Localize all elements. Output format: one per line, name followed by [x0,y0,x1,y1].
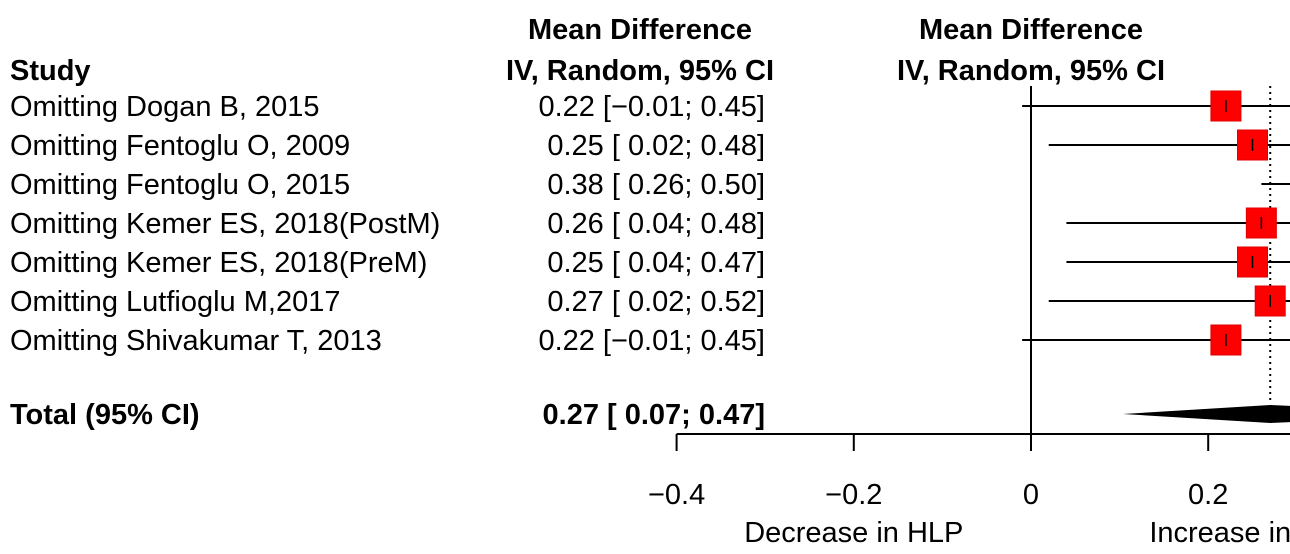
study-label: Omitting Kemer ES, 2018(PreM) [10,247,427,279]
reference-lines [1030,86,1272,434]
x-axis-left-label: Decrease in HLP [744,517,963,549]
study-column-header: Study [10,55,91,87]
study-row: Omitting Fentoglu O, 2015 0.38 [ 0.26; 0.… [10,169,1290,201]
study-row: Omitting Lutfioglu M,2017 0.27 [ 0.02; 0.… [10,285,1290,318]
total-ci-text: 0.27 [ 0.07; 0.47] [543,399,765,431]
x-axis-tick-label: −0.4 [648,479,705,511]
study-ci-text: 0.26 [ 0.04; 0.48] [547,208,765,240]
effect-column-header-line2: IV, Random, 95% CI [506,55,774,87]
study-label: Omitting Kemer ES, 2018(PostM) [10,208,440,240]
study-label: Omitting Dogan B, 2015 [10,91,320,123]
study-label: Omitting Shivakumar T, 2013 [10,325,382,357]
total-label: Total (95% CI) [10,399,200,431]
x-axis-tick-label: −0.2 [825,479,882,511]
study-ci-text: 0.22 [−0.01; 0.45] [538,91,765,123]
x-axis-tick-label: 0.2 [1188,479,1228,511]
study-row: Omitting Kemer ES, 2018(PreM) 0.25 [ 0.04… [10,246,1290,279]
study-label: Omitting Lutfioglu M,2017 [10,286,340,318]
pooled-diamond [1123,405,1290,423]
plot-column-header-line2: IV, Random, 95% CI [897,55,1165,87]
study-row: Omitting Fentoglu O, 2009 0.25 [ 0.02; 0.… [10,129,1290,162]
study-ci-text: 0.38 [ 0.26; 0.50] [547,169,765,201]
study-row: Omitting Shivakumar T, 2013 0.22 [−0.01; … [10,324,1290,357]
study-ci-text: 0.22 [−0.01; 0.45] [538,325,765,357]
study-rows: Omitting Dogan B, 2015 0.22 [−0.01; 0.45]… [10,90,1290,357]
study-ci-text: 0.25 [ 0.04; 0.47] [547,247,765,279]
study-ci-text: 0.27 [ 0.02; 0.52] [547,286,765,318]
study-label: Omitting Fentoglu O, 2009 [10,130,350,162]
study-row: Omitting Dogan B, 2015 0.22 [−0.01; 0.45] [10,90,1290,123]
study-label: Omitting Fentoglu O, 2015 [10,169,350,201]
study-ci-text: 0.25 [ 0.02; 0.48] [547,130,765,162]
total-row: Total (95% CI) 0.27 [ 0.07; 0.47] [10,399,1290,431]
effect-column-header-line1: Mean Difference [528,14,752,46]
study-row: Omitting Kemer ES, 2018(PostM) 0.26 [ 0.0… [10,207,1290,240]
plot-column-header-line1: Mean Difference [919,14,1143,46]
x-axis-tick-label: 0 [1023,479,1039,511]
x-axis-right-label: Increase in HLP [1149,517,1290,549]
